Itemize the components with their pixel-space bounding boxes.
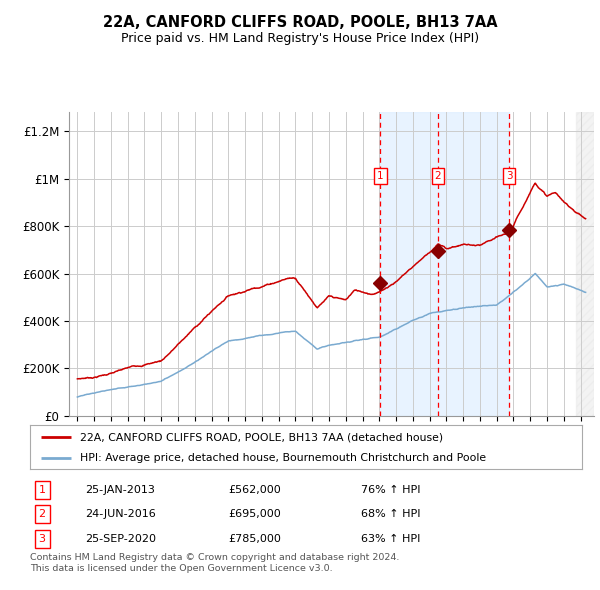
Text: HPI: Average price, detached house, Bournemouth Christchurch and Poole: HPI: Average price, detached house, Bour… (80, 453, 486, 463)
Bar (577, 112, 594, 416)
Text: 1: 1 (377, 171, 384, 181)
Text: £785,000: £785,000 (229, 534, 281, 544)
Bar (380, 112, 509, 416)
Text: 2: 2 (38, 509, 46, 519)
Text: 3: 3 (38, 534, 46, 544)
Text: 3: 3 (506, 171, 512, 181)
Text: £562,000: £562,000 (229, 485, 281, 494)
Text: 68% ↑ HPI: 68% ↑ HPI (361, 509, 421, 519)
Text: Contains HM Land Registry data © Crown copyright and database right 2024.
This d: Contains HM Land Registry data © Crown c… (30, 553, 400, 573)
Text: 2: 2 (434, 171, 441, 181)
Text: £695,000: £695,000 (229, 509, 281, 519)
Text: 22A, CANFORD CLIFFS ROAD, POOLE, BH13 7AA (detached house): 22A, CANFORD CLIFFS ROAD, POOLE, BH13 7A… (80, 432, 443, 442)
Text: 1: 1 (38, 485, 46, 494)
Text: 24-JUN-2016: 24-JUN-2016 (85, 509, 156, 519)
Text: 22A, CANFORD CLIFFS ROAD, POOLE, BH13 7AA: 22A, CANFORD CLIFFS ROAD, POOLE, BH13 7A… (103, 15, 497, 30)
Text: 25-JAN-2013: 25-JAN-2013 (85, 485, 155, 494)
Text: 76% ↑ HPI: 76% ↑ HPI (361, 485, 421, 494)
Text: 63% ↑ HPI: 63% ↑ HPI (361, 534, 421, 544)
Text: 25-SEP-2020: 25-SEP-2020 (85, 534, 156, 544)
Text: Price paid vs. HM Land Registry's House Price Index (HPI): Price paid vs. HM Land Registry's House … (121, 32, 479, 45)
